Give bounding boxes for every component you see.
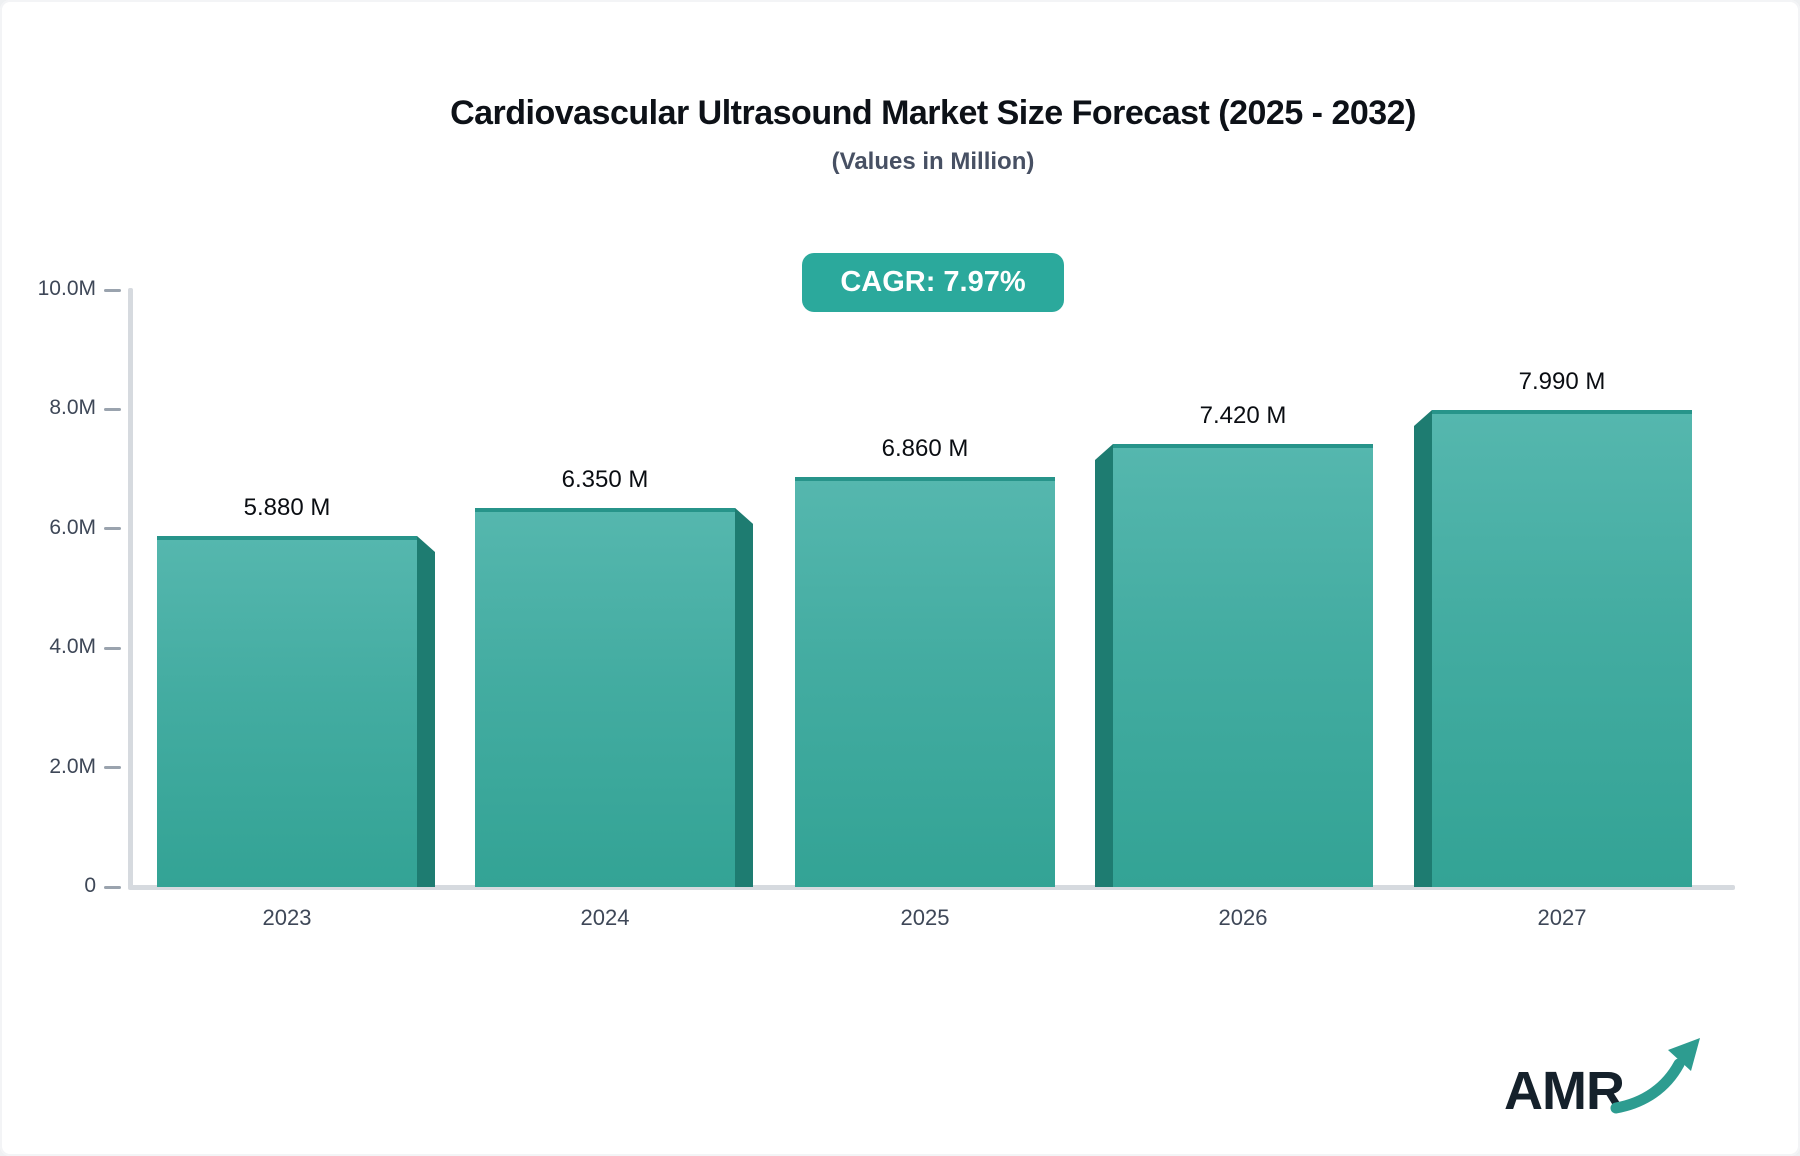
y-axis-tick — [104, 766, 121, 770]
chart-subtitle: (Values in Million) — [831, 148, 1035, 175]
bar-3d-side-2026 — [1095, 444, 1113, 887]
bar-3d-side-2024 — [735, 507, 753, 887]
y-axis-tick — [104, 407, 121, 411]
y-axis-tick — [104, 527, 121, 531]
y-axis-tick-label: 6.0M — [49, 515, 96, 539]
bar-value-label: 6.860 M — [881, 435, 969, 463]
y-axis-tick-label: 4.0M — [49, 635, 96, 659]
y-axis-tick — [104, 885, 121, 889]
bar-value-label: 5.880 M — [243, 493, 331, 521]
chart-title: Cardiovascular Ultrasound Market Size Fo… — [450, 94, 1416, 132]
x-axis-category-label: 2027 — [1537, 905, 1587, 930]
bar-2026 — [1113, 444, 1373, 887]
bar-value-label: 7.990 M — [1518, 367, 1606, 395]
amr-logo-text: AMR — [1504, 1061, 1625, 1121]
amr-logo: AMR — [1504, 1036, 1702, 1121]
bar-2025 — [795, 477, 1055, 887]
x-axis-line — [128, 885, 1735, 890]
bar-2024 — [475, 507, 735, 887]
bar-2023 — [157, 535, 417, 887]
cagr-badge: CAGR: 7.97% — [802, 253, 1064, 312]
cagr-badge-row: CAGR: 7.97% — [133, 253, 1733, 312]
bar-2027 — [1432, 409, 1692, 887]
x-axis-category-label: 2023 — [262, 905, 312, 930]
y-axis-tick — [104, 288, 121, 292]
y-axis-tick-label: 0 — [84, 874, 96, 897]
bar-3d-side-2023 — [417, 535, 435, 887]
bar-value-label: 7.420 M — [1199, 402, 1287, 430]
x-axis-category-label: 2024 — [580, 905, 630, 930]
y-axis-line — [128, 288, 133, 889]
y-axis-tick — [104, 646, 121, 650]
bar-3d-side-2027 — [1414, 409, 1432, 887]
y-axis-tick-label: 8.0M — [49, 396, 96, 420]
x-axis-category-label: 2025 — [900, 905, 950, 930]
x-axis-category-label: 2026 — [1218, 905, 1268, 930]
bar-value-label: 6.350 M — [561, 465, 649, 493]
y-axis-tick-label: 10.0M — [37, 277, 96, 300]
y-axis-tick-label: 2.0M — [49, 754, 96, 778]
growth-arrow-icon — [1610, 1036, 1702, 1119]
